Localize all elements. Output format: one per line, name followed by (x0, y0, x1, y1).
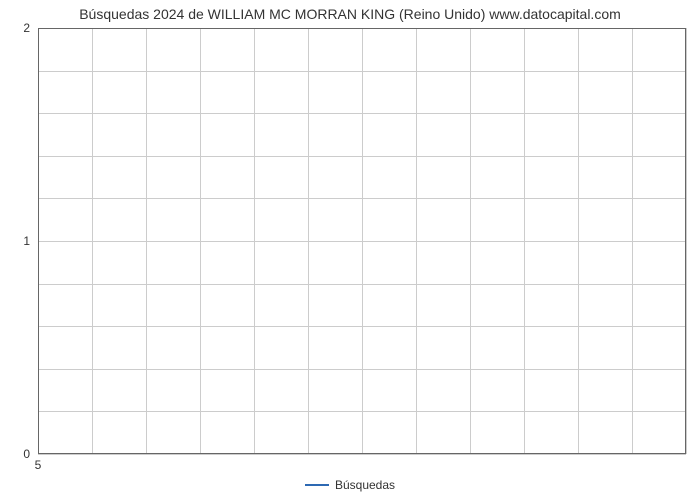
legend-swatch (305, 484, 329, 486)
v-gridline (524, 28, 525, 454)
y-tick-label: 0 (0, 447, 30, 461)
legend-label: Búsquedas (335, 478, 395, 492)
v-gridline (200, 28, 201, 454)
v-gridline (470, 28, 471, 454)
v-gridline (254, 28, 255, 454)
v-gridline (92, 28, 93, 454)
chart-title: Búsquedas 2024 de WILLIAM MC MORRAN KING… (0, 6, 700, 22)
chart-plot-area (38, 28, 686, 454)
y-tick-label: 1 (0, 234, 30, 248)
y-tick-label: 2 (0, 21, 30, 35)
v-gridline (686, 28, 687, 454)
v-gridline (632, 28, 633, 454)
v-gridline (416, 28, 417, 454)
x-tick-label: 5 (35, 458, 42, 472)
v-gridline (362, 28, 363, 454)
v-gridline (578, 28, 579, 454)
v-gridline (146, 28, 147, 454)
major-gridline (38, 454, 686, 455)
v-gridline (38, 28, 39, 454)
chart-legend: Búsquedas (0, 478, 700, 492)
v-gridline (308, 28, 309, 454)
